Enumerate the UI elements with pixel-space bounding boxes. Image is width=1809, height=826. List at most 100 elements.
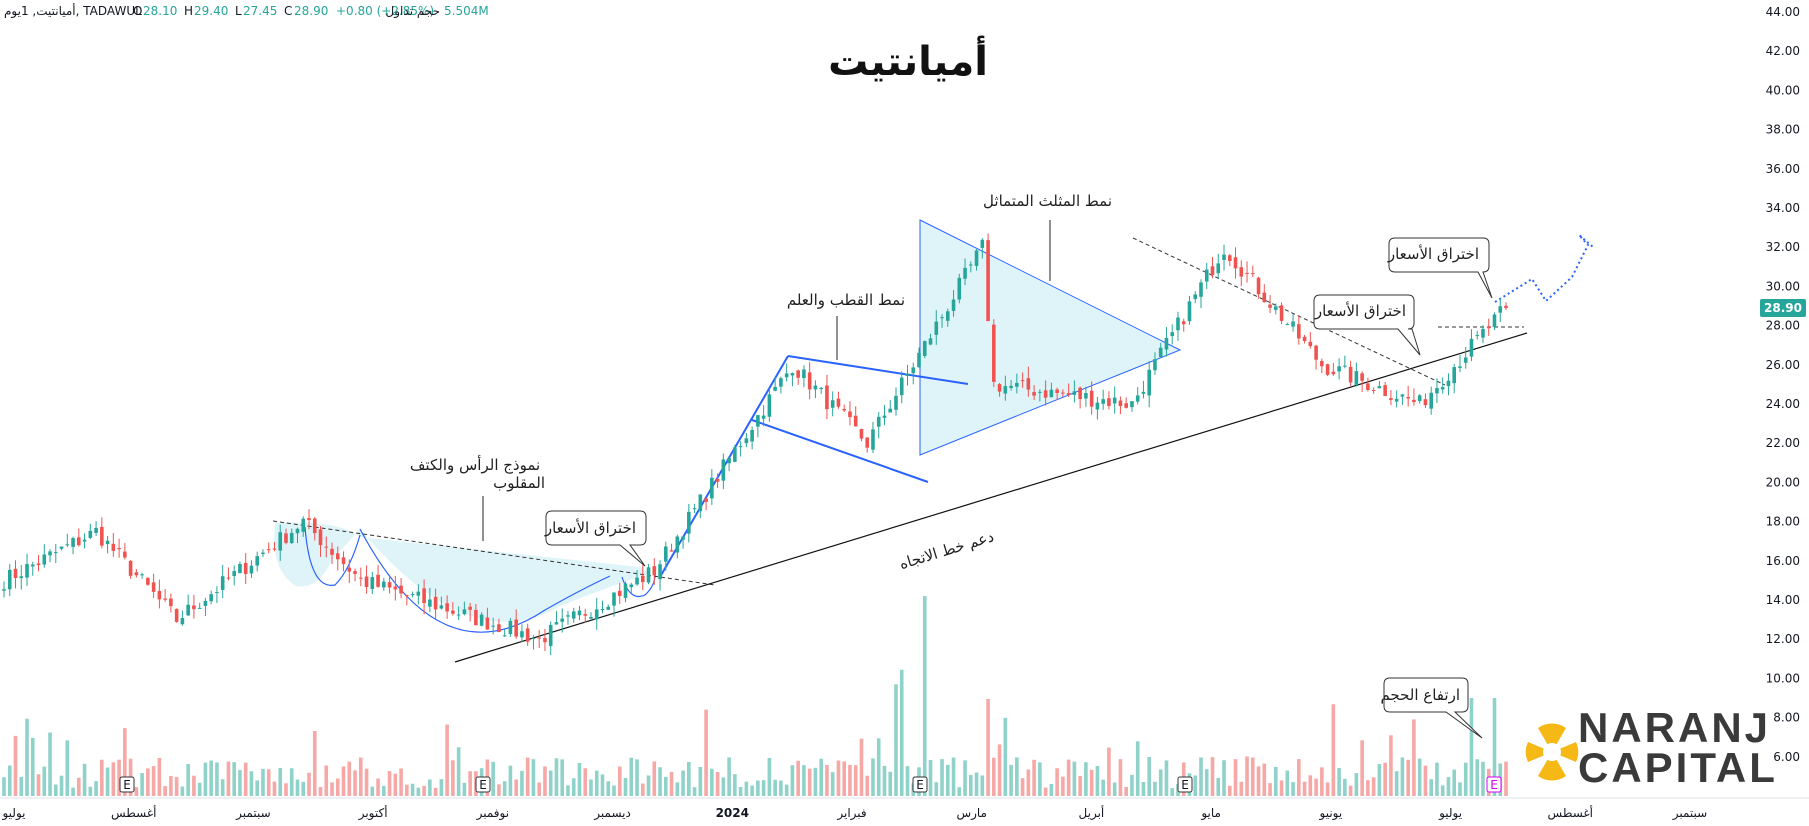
price-tick: 24.00 <box>1766 397 1800 411</box>
candle <box>1406 397 1410 399</box>
annotation-trend-support: دعم خط الاتجاه <box>897 527 996 573</box>
price-tick: 16.00 <box>1766 554 1800 568</box>
candle <box>1193 294 1198 300</box>
candle <box>433 596 438 610</box>
candle <box>451 610 455 614</box>
candle <box>790 373 795 376</box>
candle <box>169 598 173 607</box>
chart-title: أميانتيت <box>828 35 988 85</box>
volume-bar <box>1158 769 1163 796</box>
candle <box>117 547 121 550</box>
volume-bar <box>1366 780 1370 796</box>
volume-bar <box>710 768 714 796</box>
candle <box>635 577 639 585</box>
volume-bar <box>491 761 495 796</box>
volume-bar <box>36 774 41 796</box>
candle <box>1458 366 1462 368</box>
candle <box>1026 378 1031 390</box>
volume-bar <box>1383 762 1387 796</box>
volume-bar <box>1089 769 1094 796</box>
candle <box>980 239 985 248</box>
candle <box>1245 272 1249 274</box>
annotation-inverse-hs-line1: نموذج الرأس والكتف <box>410 455 540 475</box>
candle <box>583 614 588 616</box>
candle <box>94 527 98 533</box>
candle <box>617 590 622 596</box>
candle <box>1020 380 1025 382</box>
volume-bar <box>1141 781 1146 796</box>
candle <box>525 628 530 642</box>
candle <box>514 619 518 637</box>
volume-bar <box>1233 759 1238 796</box>
volume-bar <box>439 779 444 796</box>
volume-bar <box>261 768 265 796</box>
volume-bar <box>1164 760 1169 796</box>
volume-bar <box>871 758 875 796</box>
earnings-marker-label: E <box>916 778 924 792</box>
candle <box>65 544 70 546</box>
volume-bar <box>48 732 52 796</box>
volume-bar <box>727 757 731 796</box>
pattern-layer <box>272 219 1594 663</box>
earnings-marker[interactable] <box>1177 776 1193 793</box>
volume-bar <box>1343 778 1347 796</box>
candle <box>548 624 553 647</box>
candle <box>664 546 668 562</box>
candle <box>969 264 973 266</box>
volume-bar <box>1147 756 1152 796</box>
candle <box>848 411 852 418</box>
candle <box>957 277 962 300</box>
volume-bar <box>1009 764 1013 796</box>
volume-bar <box>623 777 628 796</box>
annotation-triangle: نمط المثلث المتماثل <box>983 192 1112 210</box>
volume-bar <box>974 772 979 796</box>
volume-bar <box>13 735 18 796</box>
candle <box>146 577 150 585</box>
price-axis: 44.00 42.00 40.00 38.00 36.00 34.00 32.00 30.00… <box>1766 5 1800 764</box>
volume-bar <box>146 768 150 796</box>
candle <box>59 546 64 549</box>
candle <box>865 437 870 448</box>
candle <box>842 408 846 411</box>
candle <box>1095 402 1100 410</box>
candle <box>640 575 645 583</box>
volume-bar <box>312 730 317 796</box>
candle <box>675 536 680 553</box>
volume-bar <box>497 784 501 796</box>
candle <box>347 567 352 572</box>
volume-bar <box>514 779 518 796</box>
earnings-marker[interactable] <box>475 776 491 793</box>
price-tick: 12.00 <box>1766 632 1800 646</box>
volume-bar <box>577 763 582 796</box>
candle <box>1423 399 1428 406</box>
earnings-marker[interactable] <box>119 776 135 793</box>
annotation-breakout-2: اختراق الأسعار <box>1314 301 1406 320</box>
volume-bar <box>1354 773 1359 796</box>
candle <box>341 557 346 565</box>
volume-bar <box>180 786 185 796</box>
low-label: L <box>235 4 242 18</box>
candle <box>301 518 306 532</box>
candle <box>1348 366 1353 383</box>
volume-bar <box>963 760 967 796</box>
candle <box>410 594 415 596</box>
earnings-marker-label: E <box>1181 778 1189 792</box>
earnings-marker[interactable] <box>912 776 928 793</box>
candle <box>249 565 254 574</box>
candle <box>750 429 754 442</box>
candle <box>888 408 893 413</box>
brand-logo: NARANJ CAPITAL <box>1525 704 1775 791</box>
volume-bar <box>174 777 179 796</box>
volume-bar <box>53 784 58 796</box>
volume-bar <box>992 757 996 796</box>
volume-bar <box>600 774 605 796</box>
volume-bar <box>1055 768 1059 796</box>
candle <box>871 429 875 450</box>
earnings-marker[interactable] <box>1486 776 1502 793</box>
candle <box>2 589 6 591</box>
volume-bar <box>652 761 657 796</box>
candle <box>243 562 248 574</box>
volume-bar <box>1320 767 1324 796</box>
